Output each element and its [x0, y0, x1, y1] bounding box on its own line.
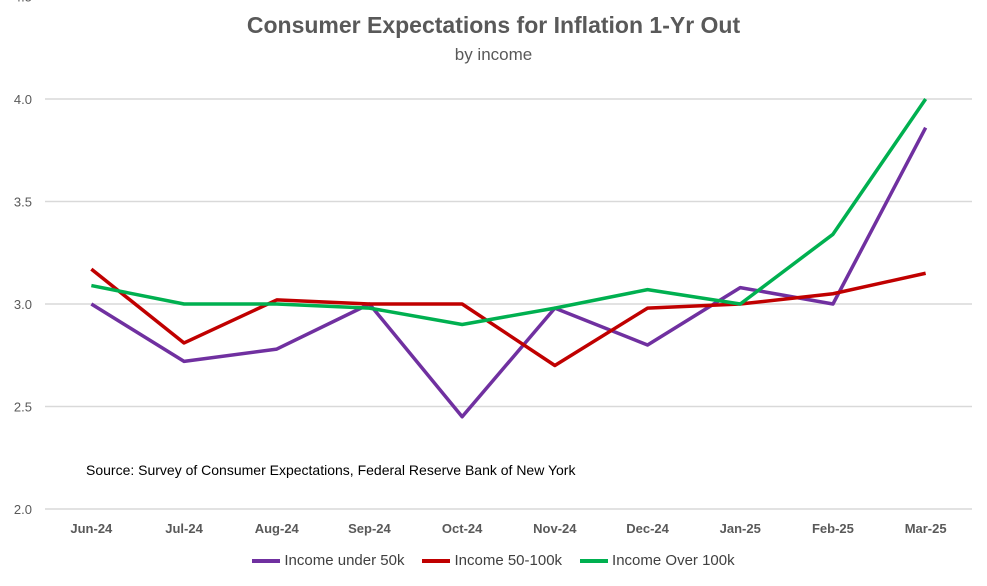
x-tick-label: Jun-24 — [70, 521, 113, 536]
legend-swatch — [580, 558, 609, 563]
x-tick-label: Sep-24 — [348, 521, 391, 536]
legend-item: Income under 50k — [252, 552, 404, 569]
y-tick-label: 3.0 — [14, 297, 32, 312]
y-tick-label: 2.5 — [14, 400, 32, 415]
legend-swatch — [422, 558, 451, 563]
legend-swatch — [252, 558, 281, 563]
x-tick-label: Aug-24 — [255, 521, 300, 536]
y-tick-label: 3.5 — [14, 195, 32, 210]
x-tick-label: Dec-24 — [626, 521, 669, 536]
chart-subtitle: by income — [454, 45, 533, 64]
chart-title: Consumer Expectations for Inflation 1-Yr… — [246, 12, 741, 38]
y-tick-label: 4.0 — [14, 92, 32, 107]
y-tick-label: 2.0 — [14, 502, 32, 517]
series-line-1 — [90, 126, 928, 419]
source-annotation: Source: Survey of Consumer Expectations,… — [86, 462, 576, 478]
legend-label: Income under 50k — [284, 552, 405, 569]
legend-item: Income Over 100k — [580, 552, 735, 569]
series-line-3 — [91, 98, 928, 327]
legend: Income under 50k Income 50-100k Income Ove… — [0, 552, 987, 569]
x-tick-label: Jul-24 — [165, 521, 203, 536]
x-tick-label: Jan-25 — [720, 521, 761, 536]
x-tick-label: Mar-25 — [905, 521, 947, 536]
legend-item: Income 50-100k — [422, 552, 562, 569]
x-tick-label: Nov-24 — [533, 521, 577, 536]
series-line-2 — [90, 267, 927, 368]
x-tick-label: Oct-24 — [442, 521, 483, 536]
y-tick-label: 4.5 — [14, 0, 32, 5]
legend-label: Income Over 100k — [612, 552, 735, 569]
legend-label: Income 50-100k — [454, 552, 563, 569]
x-tick-label: Feb-25 — [812, 521, 854, 536]
